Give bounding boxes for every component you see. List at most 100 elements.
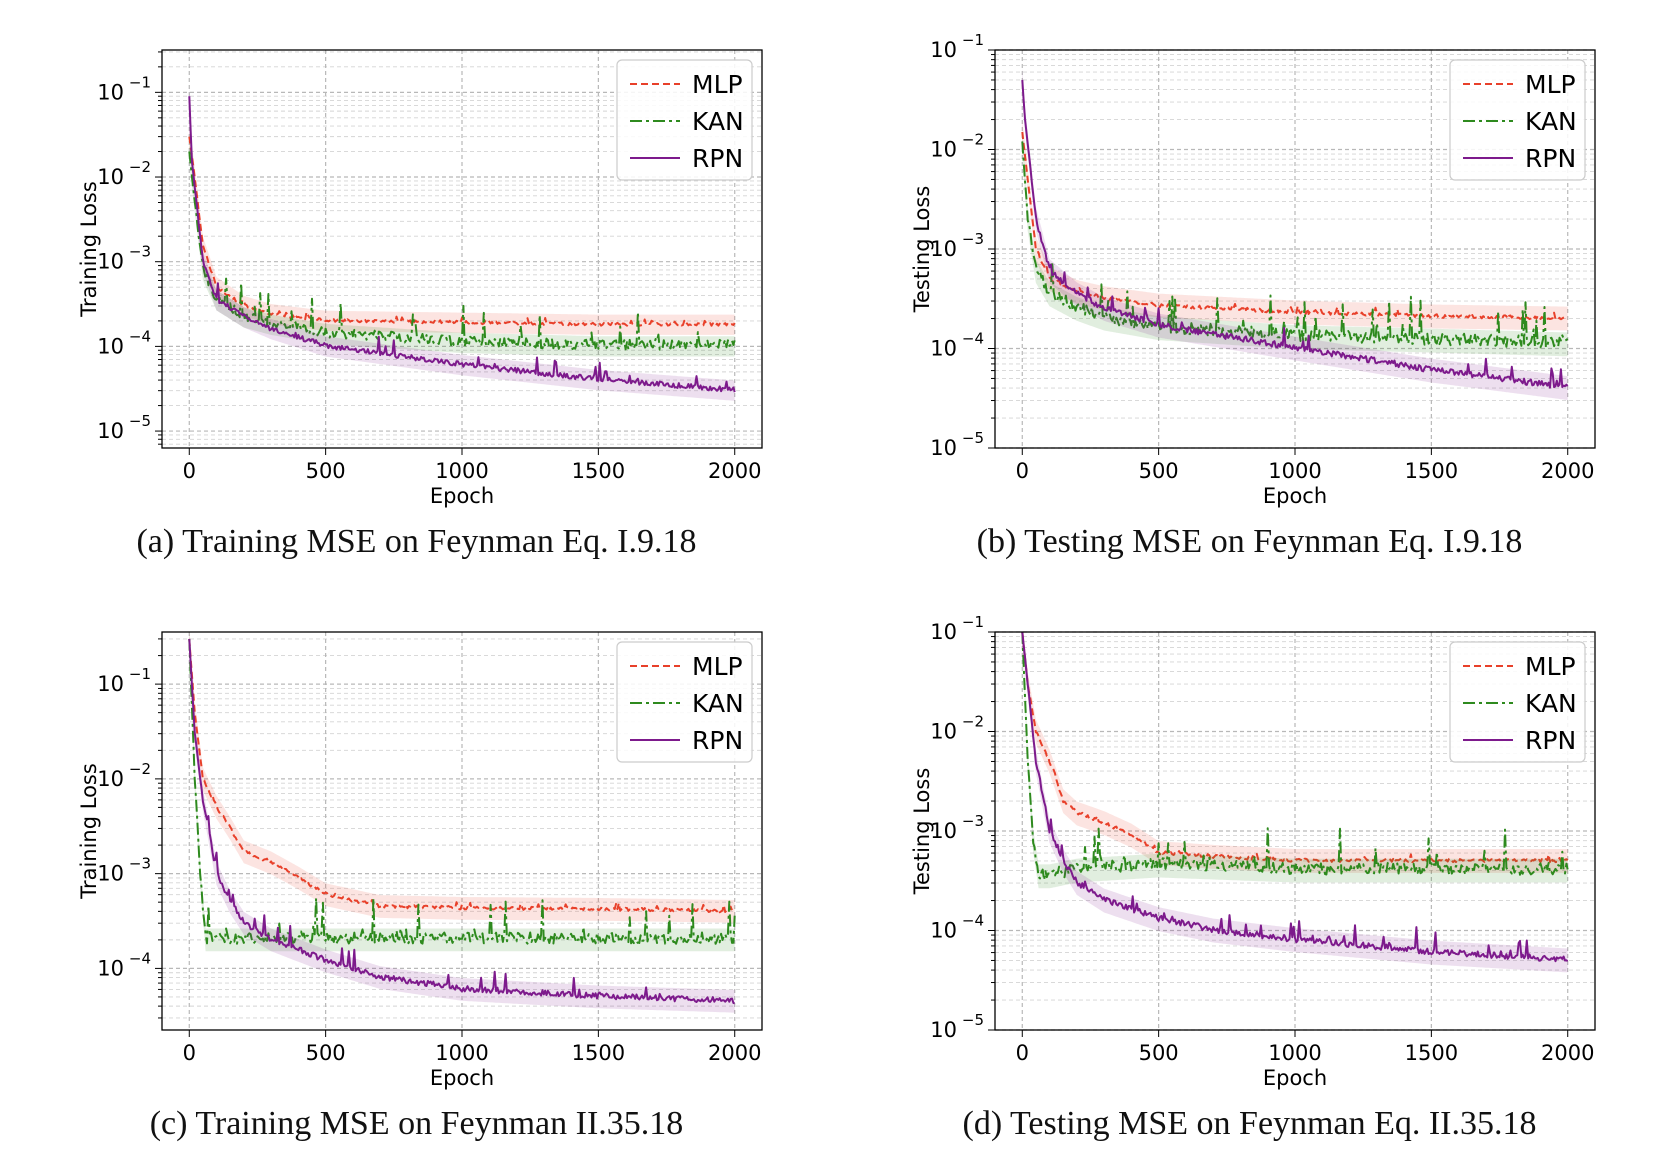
series-band-mlp [1022, 120, 1568, 331]
caption-d: (d) Testing MSE on Feynman Eq. II.35.18 [962, 1105, 1537, 1142]
series-line-kan [1021, 141, 1569, 349]
chart-panel-d: 0 500 1000 1500 2000 10 −1 10 −2 10 −3 10 −4 10 −5 Epoc… [833, 582, 1666, 1164]
x-tick-label: 2000 [708, 1041, 761, 1065]
legend-label-kan: KAN [1525, 107, 1577, 136]
legend: MLP KAN RPN [616, 641, 753, 763]
legend-label-kan: KAN [1525, 689, 1577, 718]
x-axis-label: Epoch [430, 484, 494, 508]
y-tick-label: 10 [930, 237, 957, 261]
y-tick-exponent: −3 [129, 855, 151, 873]
y-tick-label: 10 [97, 672, 124, 696]
series-band-kan [1022, 129, 1568, 357]
y-tick-exponent: −2 [129, 760, 151, 778]
y-axis-label: Training Loss [77, 181, 101, 318]
chart-d: 0 500 1000 1500 2000 10 −1 10 −2 10 −3 10 −4 10 −5 Epoc… [910, 613, 1596, 1090]
y-tick-label: 10 [930, 720, 957, 744]
series-line-mlp [188, 638, 736, 914]
x-tick-label: 500 [306, 459, 346, 483]
chart-panel-b: 0 500 1000 1500 2000 10 −1 10 −2 10 −3 10 −4 10 −5 Epoc… [833, 0, 1666, 582]
y-tick-label: 10 [97, 862, 124, 886]
y-tick-label: 10 [97, 767, 124, 791]
y-tick-label: 10 [97, 250, 124, 274]
x-tick-label: 500 [306, 1041, 346, 1065]
legend-label-rpn: RPN [692, 726, 743, 755]
y-tick-exponent: −2 [962, 131, 984, 149]
x-tick-label: 500 [1139, 459, 1179, 483]
chart-b: 0 500 1000 1500 2000 10 −1 10 −2 10 −3 10 −4 10 −5 Epoc… [910, 31, 1596, 508]
x-axis-label: Epoch [1263, 484, 1327, 508]
legend-box [616, 641, 753, 763]
y-tick-exponent: −1 [129, 665, 151, 683]
y-tick-exponent: −5 [962, 429, 984, 447]
x-tick-label: 1000 [435, 459, 488, 483]
legend-label-mlp: MLP [1525, 652, 1576, 681]
series-line-rpn [188, 638, 735, 1005]
y-tick-label: 10 [930, 1018, 957, 1042]
caption-b: (b) Testing MSE on Feynman Eq. I.9.18 [976, 523, 1523, 560]
series-line-mlp [1021, 631, 1569, 864]
y-tick-exponent: −1 [129, 73, 151, 91]
series-band-kan [1022, 632, 1568, 889]
y-tick-label: 10 [97, 956, 124, 980]
legend-box [1449, 59, 1586, 181]
chart-panel-a: 0 500 1000 1500 2000 10 −1 10 −2 10 −3 10 −4 10 −5 Epoc… [0, 0, 833, 582]
y-tick-exponent: −4 [129, 327, 151, 345]
legend: MLP KAN RPN [1449, 59, 1586, 181]
caption-c: (c) Training MSE on Feynman II.35.18 [149, 1105, 684, 1142]
legend-label-kan: KAN [692, 689, 744, 718]
y-tick-label: 10 [97, 165, 124, 189]
x-tick-label: 1500 [572, 1041, 625, 1065]
x-tick-label: 1000 [435, 1041, 488, 1065]
series-group [188, 632, 736, 1013]
y-tick-label: 10 [97, 419, 124, 443]
legend-label-rpn: RPN [1525, 144, 1576, 173]
series-line-kan [188, 638, 736, 945]
x-tick-label: 0 [183, 459, 196, 483]
y-tick-exponent: −2 [962, 713, 984, 731]
chart-c: 0 500 1000 1500 2000 10 −1 10 −2 10 −3 10 −4 Epoch Tra… [77, 631, 763, 1090]
y-tick-exponent: −5 [962, 1011, 984, 1029]
y-tick-label: 10 [930, 919, 957, 943]
x-tick-label: 2000 [708, 459, 761, 483]
x-tick-label: 2000 [1541, 459, 1594, 483]
y-tick-label: 10 [930, 138, 957, 162]
legend-box [1449, 641, 1586, 763]
chart-panel-c: 0 500 1000 1500 2000 10 −1 10 −2 10 −3 10 −4 Epoch Tra… [0, 582, 833, 1164]
series-line-rpn [1021, 79, 1569, 389]
grid [162, 632, 762, 1030]
x-axis-label: Epoch [1263, 1066, 1327, 1090]
legend-label-mlp: MLP [1525, 70, 1576, 99]
series-group [188, 86, 736, 401]
x-tick-label: 0 [183, 1041, 196, 1065]
y-tick-exponent: −4 [129, 949, 151, 967]
series-line-rpn [1021, 631, 1569, 963]
legend-label-kan: KAN [692, 107, 744, 136]
x-tick-label: 1500 [1405, 459, 1458, 483]
y-axis-label: Testing Loss [910, 186, 934, 314]
x-axis-label: Epoch [430, 1066, 494, 1090]
x-tick-label: 1000 [1268, 459, 1321, 483]
series-line-kan [188, 151, 736, 351]
y-tick-label: 10 [930, 38, 957, 62]
y-tick-exponent: −5 [129, 412, 151, 430]
y-tick-label: 10 [930, 819, 957, 843]
series-line-kan [1021, 631, 1569, 882]
y-tick-exponent: −4 [962, 912, 984, 930]
y-tick-label: 10 [97, 80, 124, 104]
y-axis-label: Training Loss [77, 763, 101, 900]
legend-label-rpn: RPN [692, 144, 743, 173]
series-group [1021, 631, 1569, 973]
y-axis-label: Testing Loss [910, 768, 934, 896]
y-tick-exponent: −1 [962, 613, 984, 631]
legend-label-mlp: MLP [692, 70, 743, 99]
legend-label-mlp: MLP [692, 652, 743, 681]
legend: MLP KAN RPN [1449, 641, 1586, 763]
legend: MLP KAN RPN [616, 59, 753, 181]
chart-a: 0 500 1000 1500 2000 10 −1 10 −2 10 −3 10 −4 10 −5 Epoc… [77, 49, 763, 508]
y-tick-exponent: −3 [962, 812, 984, 830]
y-tick-exponent: −2 [129, 158, 151, 176]
y-tick-exponent: −1 [962, 31, 984, 49]
y-tick-label: 10 [930, 620, 957, 644]
x-tick-label: 1500 [572, 459, 625, 483]
legend-box [616, 59, 753, 181]
